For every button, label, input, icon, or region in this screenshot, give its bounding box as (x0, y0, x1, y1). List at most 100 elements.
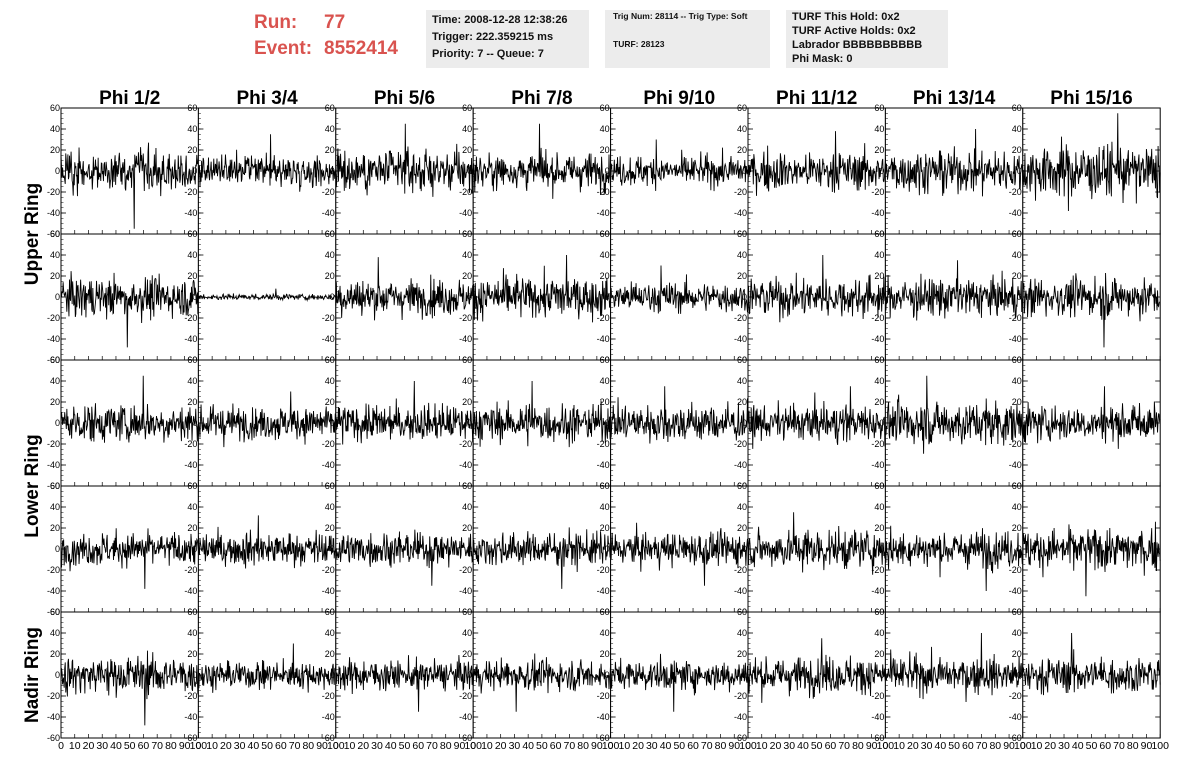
y-tick-label: -40 (184, 208, 197, 218)
column-title-5: Phi 9/10 (643, 88, 715, 109)
y-tick-label: -60 (871, 733, 884, 743)
y-tick-label: -20 (1009, 439, 1022, 449)
x-tick-label: 60 (687, 740, 699, 752)
waveform-trace (197, 134, 337, 192)
y-tick-label: 20 (874, 271, 884, 281)
y-tick-label: -20 (459, 187, 472, 197)
y-tick-label: -40 (184, 460, 197, 470)
y-tick-label: 20 (600, 523, 610, 533)
waveform-trace (747, 386, 886, 449)
x-tick-label: 90 (179, 740, 191, 752)
y-tick-label: -40 (47, 334, 60, 344)
y-tick-label: 0 (192, 418, 197, 428)
x-tick-label: 100 (602, 740, 620, 752)
y-tick-label: -20 (459, 439, 472, 449)
y-tick-label: 0 (879, 544, 884, 554)
y-tick-label: -40 (734, 208, 747, 218)
panel-r4-c1: -60 -40 -20 0 20 40 60 (47, 481, 199, 617)
panel-r5-c4: -60 -40 -20 0 20 40 60 (459, 607, 612, 743)
y-tick-label: -20 (597, 565, 610, 575)
y-tick-label: 40 (874, 124, 884, 134)
y-tick-label: -20 (871, 439, 884, 449)
x-tick-label: 0 (58, 740, 64, 752)
y-tick-label: 60 (1012, 481, 1022, 491)
y-tick-label: 0 (1017, 292, 1022, 302)
x-tick-label: 10 (618, 740, 630, 752)
y-tick-label: 60 (874, 355, 884, 365)
y-tick-label: -20 (322, 691, 335, 701)
y-tick-label: 60 (874, 481, 884, 491)
y-tick-label: 20 (325, 145, 335, 155)
x-tick-label: 80 (302, 740, 314, 752)
y-tick-label: -20 (322, 565, 335, 575)
y-tick-label: 60 (50, 103, 60, 113)
x-tick-label: 40 (935, 740, 947, 752)
waveform-trace (610, 265, 749, 314)
y-tick-label: 40 (50, 628, 60, 638)
y-tick-label: 40 (1012, 628, 1022, 638)
y-tick-label: -40 (322, 460, 335, 470)
waveform-trace (884, 525, 1024, 592)
y-tick-label: -40 (459, 586, 472, 596)
y-tick-label: -60 (322, 733, 335, 743)
y-tick-label: -20 (597, 187, 610, 197)
x-tick-label: 40 (248, 740, 260, 752)
x-tick-label: 20 (632, 740, 644, 752)
y-tick-label: -20 (322, 439, 335, 449)
waveform-trace (747, 131, 886, 196)
y-tick-label: -20 (1009, 187, 1022, 197)
y-tick-label: 60 (462, 103, 472, 113)
y-tick-label: 20 (50, 523, 60, 533)
y-tick-label: 0 (605, 292, 610, 302)
y-tick-label: 0 (879, 292, 884, 302)
x-tick-label: 100 (1014, 740, 1032, 752)
y-tick-label: 40 (600, 124, 610, 134)
y-tick-label: 0 (55, 418, 60, 428)
y-tick-label: 0 (330, 166, 335, 176)
x-tick-label: 20 (1044, 740, 1056, 752)
x-tick-label: 60 (138, 740, 150, 752)
y-tick-label: 40 (1012, 502, 1022, 512)
panel-frame (610, 107, 749, 235)
x-tick-label: 70 (426, 740, 438, 752)
y-tick-label: -60 (47, 733, 60, 743)
y-tick-label: -40 (597, 712, 610, 722)
x-tick-label: 30 (646, 740, 658, 752)
y-tick-label: 0 (605, 670, 610, 680)
panel-r5-c3: -60 -40 -20 0 20 40 60 (322, 607, 474, 743)
y-tick-label: 40 (600, 628, 610, 638)
y-tick-label: -20 (597, 691, 610, 701)
x-tick-label: 30 (371, 740, 383, 752)
y-tick-label: 60 (462, 481, 472, 491)
y-tick-label: 40 (1012, 250, 1022, 260)
y-tick-label: 0 (742, 418, 747, 428)
y-tick-label: 0 (1017, 418, 1022, 428)
y-tick-label: -20 (459, 565, 472, 575)
x-tick-label: 80 (577, 740, 589, 752)
x-tick-label: 100 (464, 740, 482, 752)
row-title-upper-ring: Upper Ring (22, 183, 43, 285)
y-tick-label: -60 (47, 229, 60, 239)
y-tick-label: -40 (871, 586, 884, 596)
y-tick-label: 20 (50, 145, 60, 155)
x-tick-label: 80 (989, 740, 1001, 752)
x-tick-label: 30 (234, 740, 246, 752)
y-tick-label: -40 (597, 334, 610, 344)
y-tick-label: 20 (187, 523, 197, 533)
y-tick-label: -20 (734, 691, 747, 701)
x-tick-label: 0 (608, 740, 614, 752)
y-tick-label: 40 (874, 376, 884, 386)
x-tick-label: 10 (206, 740, 218, 752)
y-tick-label: 0 (1017, 544, 1022, 554)
x-tick-label: 60 (825, 740, 837, 752)
event-value: 8552414 (324, 38, 398, 59)
y-tick-label: -20 (871, 187, 884, 197)
y-tick-label: 60 (325, 607, 335, 617)
y-tick-label: -60 (459, 733, 472, 743)
